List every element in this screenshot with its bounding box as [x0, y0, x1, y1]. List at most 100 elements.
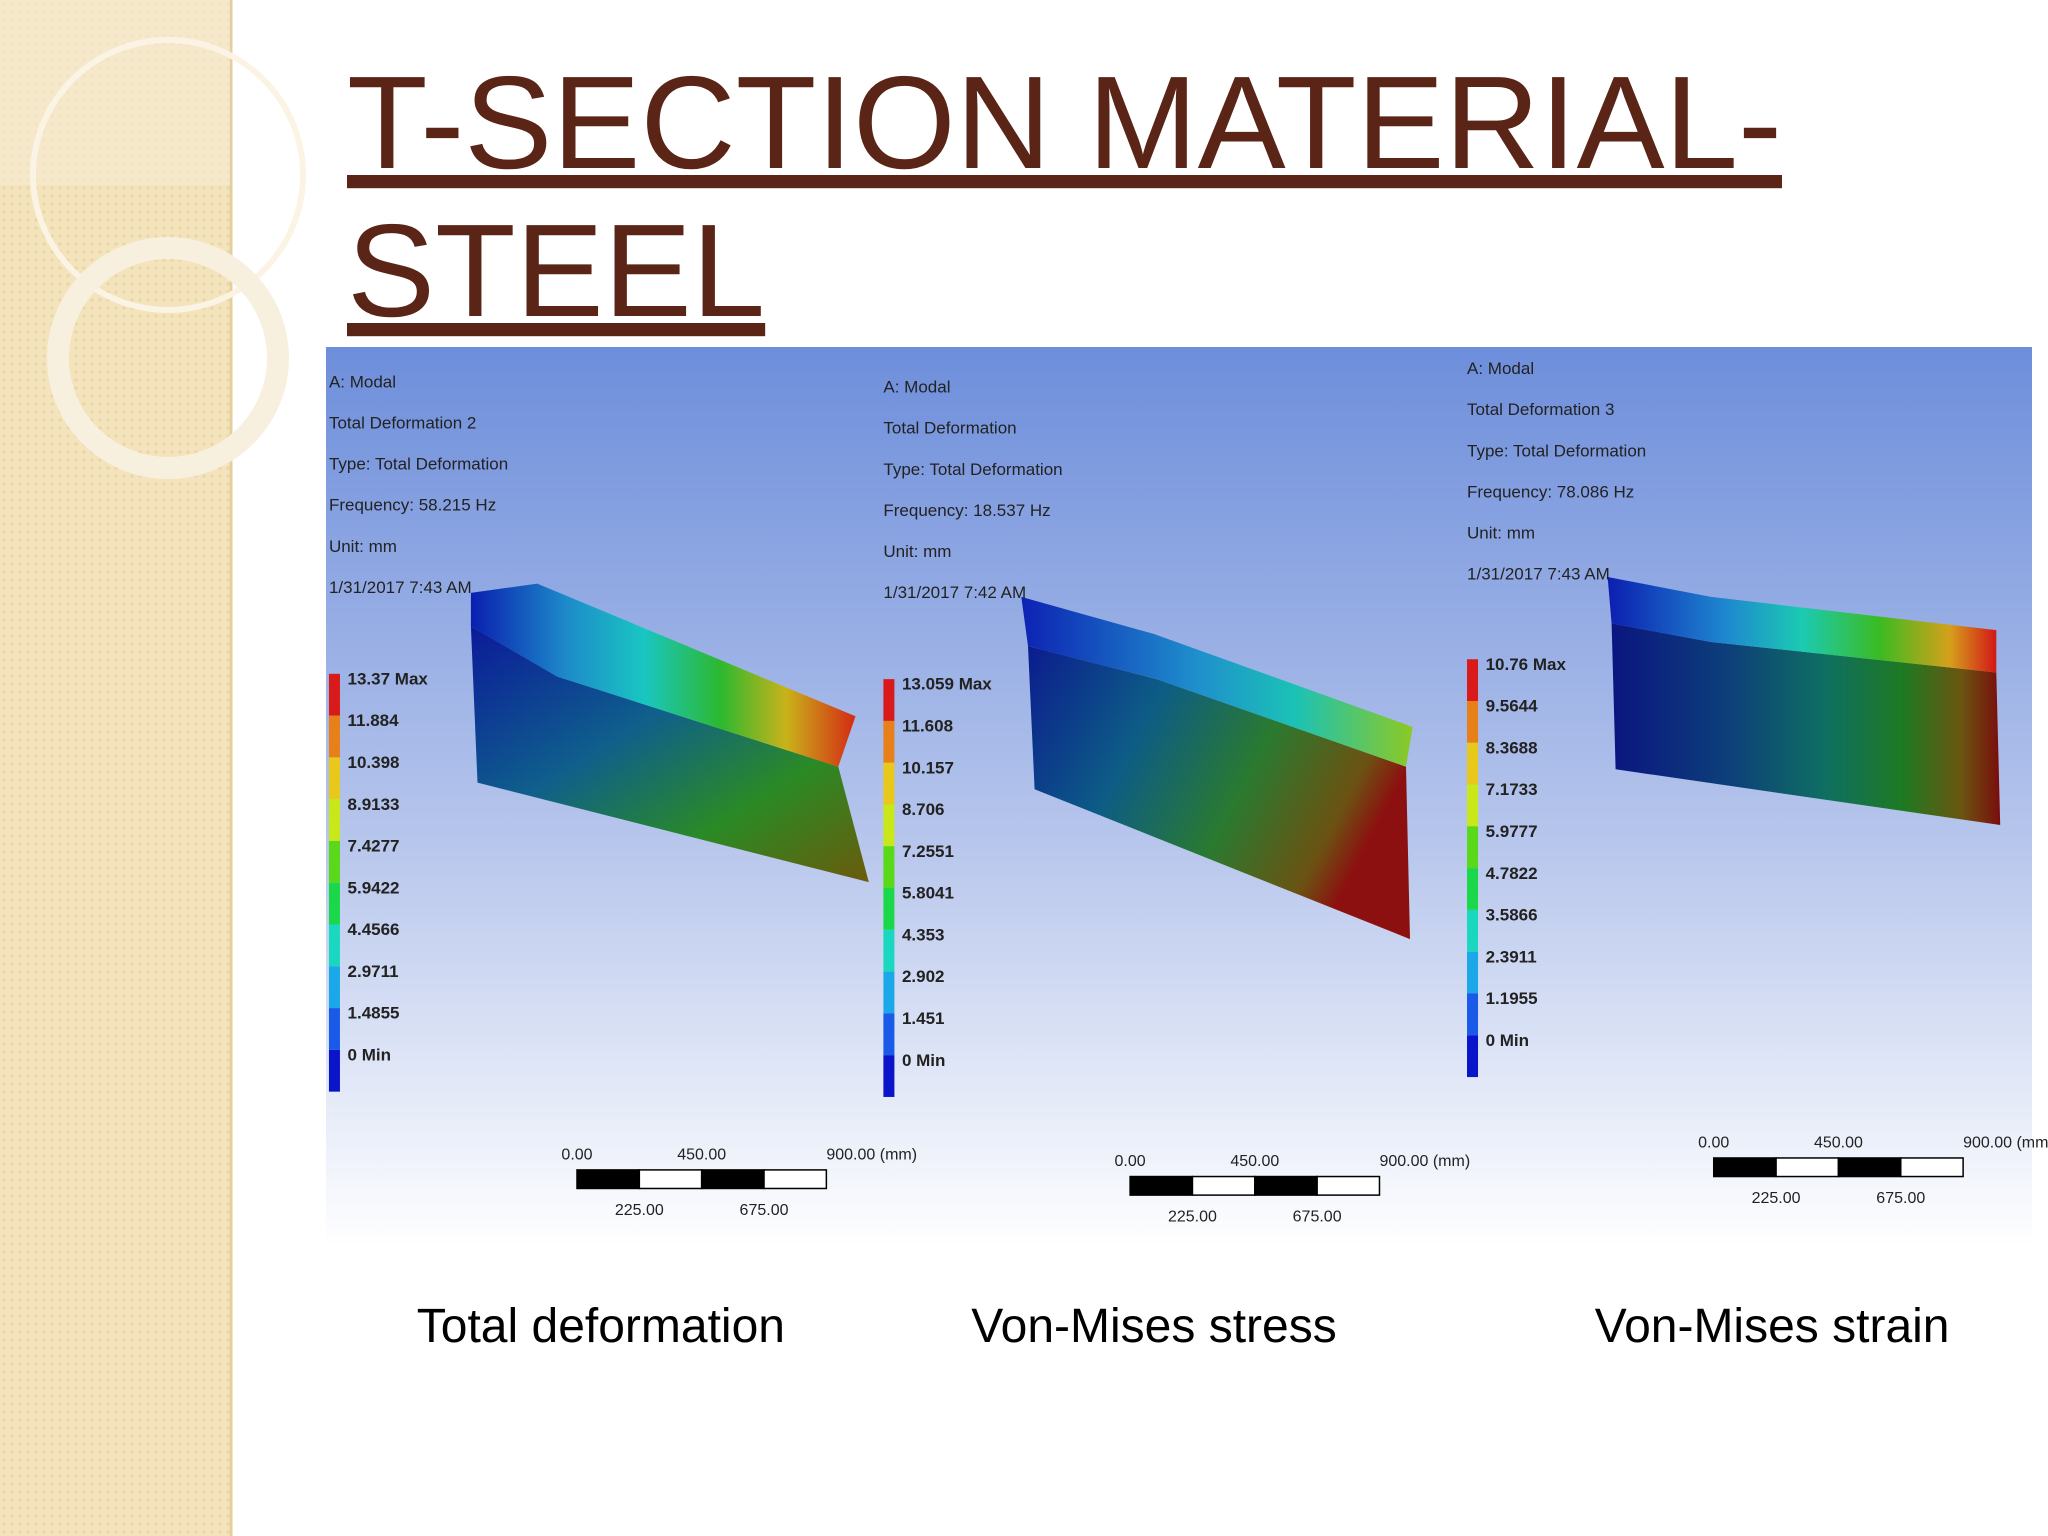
result-info: Total Deformation: [883, 419, 1016, 438]
legend-label: 1.451: [902, 1009, 945, 1028]
figures: A: Modal Total Deformation 2 Type: Total D…: [328, 359, 2048, 1353]
scale-bar: [1837, 1157, 1902, 1178]
legend-label: 8.3688: [1486, 738, 1538, 757]
legend-swatch: [883, 846, 895, 889]
legend-swatch: [883, 971, 895, 1014]
scale-label: 675.00: [740, 1202, 789, 1219]
result-info: Type: Total Deformation: [329, 455, 508, 474]
scale-label: 900.00 (mm): [1379, 1153, 1470, 1170]
beam-side: [1028, 646, 1410, 940]
figure-caption: Von-Mises stress: [971, 1300, 1336, 1353]
result-info: Frequency: 58.215 Hz: [329, 496, 496, 515]
legend-swatch: [328, 799, 340, 841]
legend-label: 4.4566: [348, 920, 400, 939]
scale-label: 900.00 (mm): [1963, 1134, 2048, 1151]
result-info: Frequency: 78.086 Hz: [1467, 482, 1634, 501]
result-info: Frequency: 18.537 Hz: [883, 501, 1050, 520]
scale-label: 225.00: [1168, 1209, 1217, 1226]
scale-label: 900.00 (mm): [826, 1146, 917, 1163]
scale-bar: [763, 1169, 828, 1190]
legend-label: 2.3911: [1486, 947, 1537, 966]
legend-swatch: [328, 840, 340, 883]
legend-label: 10.157: [902, 758, 954, 777]
scale-bar: [1254, 1175, 1318, 1196]
result-info: Unit: mm: [883, 542, 951, 561]
scale-bar: [1775, 1157, 1840, 1178]
legend-label: 11.608: [902, 717, 953, 736]
result-info: A: Modal: [329, 372, 396, 391]
legend-swatch: [1467, 701, 1479, 743]
beam-top: [470, 583, 856, 767]
legend-label: 0 Min: [1486, 1031, 1529, 1050]
deco-ring: [30, 37, 306, 313]
figure-caption: Von-Mises strain: [1595, 1300, 1950, 1353]
legend-swatch: [883, 929, 895, 972]
legend-swatch: [328, 924, 340, 967]
result-info: 1/31/2017 7:43 AM: [1467, 565, 1610, 584]
scale-label: 0.00: [1698, 1134, 1729, 1151]
legend-label: 0 Min: [902, 1051, 945, 1070]
scale-label: 450.00: [677, 1146, 726, 1163]
slide-title: STEEL: [347, 197, 765, 344]
legend-label: 7.4277: [348, 837, 400, 856]
result-info: A: Modal: [1467, 359, 1534, 378]
legend-label: 13.059 Max: [902, 675, 992, 694]
scale-bar: [1129, 1175, 1194, 1196]
legend-swatch: [883, 1055, 895, 1097]
result-info: Type: Total Deformation: [883, 460, 1062, 479]
legend-swatch: [1467, 909, 1479, 952]
legend-label: 7.1733: [1486, 780, 1538, 799]
scale-label: 0.00: [1115, 1153, 1146, 1170]
legend-swatch: [328, 1008, 340, 1050]
legend-swatch: [1467, 993, 1479, 1036]
legend-swatch: [328, 673, 340, 716]
legend-swatch: [1467, 784, 1479, 827]
figure-panel: A: Modal Total Deformation 2 Type: Total D…: [328, 372, 917, 1353]
legend-swatch: [1467, 742, 1479, 785]
legend-swatch: [1467, 1035, 1479, 1078]
scale-bar: [1191, 1175, 1256, 1196]
legend-label: 8.9133: [348, 795, 400, 814]
legend-swatch: [1467, 951, 1479, 994]
legend-label: 0 Min: [348, 1045, 391, 1064]
legend-swatch: [328, 966, 340, 1009]
figure-caption: Total deformation: [417, 1300, 785, 1353]
legend-label: 10.398: [348, 753, 400, 772]
legend-label: 2.9711: [348, 962, 399, 981]
legend-swatch: [883, 720, 895, 763]
legend-swatch: [328, 757, 340, 800]
slide-title: T-SECTION MATERIAL-: [347, 49, 1782, 196]
beam-top: [1607, 577, 1997, 673]
beam-top: [1021, 596, 1413, 767]
side-strip: [0, 0, 230, 1536]
beam-side: [470, 626, 869, 883]
legend-label: 5.9777: [1486, 822, 1538, 841]
scale-label: 450.00: [1814, 1134, 1863, 1151]
scale-bar: [1316, 1175, 1381, 1196]
legend-swatch: [328, 882, 340, 925]
result-info: Total Deformation 3: [1467, 400, 1614, 419]
scale-bar: [576, 1169, 641, 1190]
legend-swatch: [1467, 868, 1479, 910]
scale-label: 0.00: [561, 1146, 592, 1163]
scale-bar: [1900, 1157, 1964, 1178]
legend-label: 4.353: [902, 925, 945, 944]
figure-panel: A: Modal Total Deformation 3 Type: Total D…: [1467, 359, 2048, 1353]
result-info: Total Deformation 2: [329, 413, 476, 432]
scale-label: 675.00: [1293, 1209, 1342, 1226]
legend-label: 8.706: [902, 800, 945, 819]
legend-label: 1.1955: [1486, 989, 1538, 1008]
result-info: Unit: mm: [329, 537, 397, 556]
scale-label: 675.00: [1876, 1190, 1925, 1207]
result-info: Unit: mm: [1467, 524, 1535, 543]
strip-panel: [0, 0, 230, 185]
legend-swatch: [328, 715, 340, 758]
legend-swatch: [1467, 826, 1479, 869]
legend-swatch: [883, 804, 895, 847]
legend-label: 3.5866: [1486, 906, 1538, 925]
result-info: 1/31/2017 7:43 AM: [329, 578, 472, 597]
scale-bar: [1712, 1157, 1777, 1178]
legend-swatch: [328, 1049, 340, 1092]
